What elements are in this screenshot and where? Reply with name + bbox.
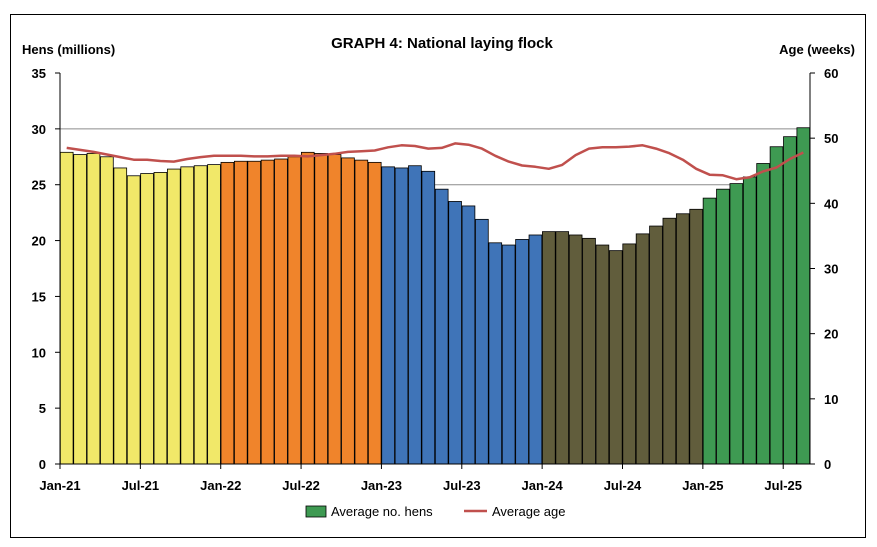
bar-Jan-21 — [59, 151, 74, 465]
bar-Jan-24 — [542, 231, 556, 465]
y2-tick-label-40: 40 — [824, 196, 838, 211]
bar-Jul-22 — [300, 151, 315, 465]
legend-label-hens: Average no. hens — [331, 504, 433, 519]
y-tick-label-0: 0 — [39, 457, 46, 472]
bar-Apr-24 — [582, 237, 596, 465]
y2-tick-label-30: 30 — [824, 262, 838, 277]
y2-tick-label-0: 0 — [824, 457, 831, 472]
bar-Aug-22 — [314, 153, 328, 465]
bar-Jun-22 — [287, 156, 302, 465]
bar-May-23 — [434, 188, 449, 465]
bar-Jul-24 — [622, 243, 636, 465]
bar-Feb-25 — [716, 188, 730, 465]
x-tick-label-Jan-22: Jan-22 — [200, 478, 241, 493]
bar-Nov-23 — [515, 239, 529, 465]
bar-May-22 — [274, 158, 288, 465]
bar-Jan-22 — [220, 161, 235, 465]
y-tick-label-10: 10 — [32, 345, 46, 360]
bar-Jul-23 — [461, 205, 476, 465]
x-tick-label-Jan-21: Jan-21 — [39, 478, 80, 493]
bar-Dec-21 — [207, 164, 221, 465]
bar-Mar-22 — [247, 160, 261, 465]
bar-Apr-21 — [100, 156, 114, 465]
x-tick-label-Jul-25: Jul-25 — [764, 478, 802, 493]
y-tick-label-35: 35 — [32, 66, 46, 81]
bar-Mar-25 — [729, 183, 744, 465]
y-tick-label-20: 20 — [32, 234, 46, 249]
bar-Jan-25 — [702, 197, 717, 465]
bar-Nov-22 — [354, 159, 369, 465]
y2-tick-label-20: 20 — [824, 327, 838, 342]
bar-Jun-23 — [448, 201, 462, 465]
x-tick-label-Jul-22: Jul-22 — [282, 478, 320, 493]
bar-Apr-23 — [421, 170, 436, 465]
x-tick-label-Jul-21: Jul-21 — [122, 478, 160, 493]
x-tick-label-Jan-23: Jan-23 — [361, 478, 402, 493]
y2-tick-label-10: 10 — [824, 392, 838, 407]
bar-Nov-21 — [193, 165, 208, 465]
bar-Mar-23 — [408, 165, 422, 465]
bar-May-24 — [595, 244, 610, 465]
bars-group — [59, 127, 811, 465]
bar-Sep-23 — [488, 242, 503, 465]
x-tick-label-Jul-24: Jul-24 — [604, 478, 642, 493]
chart-title: GRAPH 4: National laying flock — [331, 35, 553, 52]
bar-Jun-24 — [609, 250, 623, 465]
line-group — [66, 142, 804, 181]
y-tick-label-25: 25 — [32, 178, 46, 193]
bar-May-25 — [756, 163, 770, 465]
bar-Jul-21 — [140, 173, 154, 465]
bar-Aug-24 — [635, 233, 650, 465]
average-age-line — [66, 142, 804, 181]
bar-Nov-24 — [675, 213, 690, 465]
bar-Feb-24 — [555, 231, 570, 465]
bar-Oct-23 — [501, 244, 516, 465]
legend: Average no. hens Average age — [305, 504, 566, 519]
bar-Apr-22 — [260, 159, 275, 465]
y2-axis-label: Age (weeks) — [779, 42, 855, 57]
bar-Sep-22 — [327, 154, 342, 465]
legend-swatch-hens — [305, 505, 327, 518]
ticks-group: 0 5 10 15 20 25 30 35 0 10 20 30 40 50 60 Jan-21 Jul-21 J… — [32, 66, 839, 493]
y2-tick-label-50: 50 — [824, 131, 838, 146]
y-tick-label-30: 30 — [32, 122, 46, 137]
y-tick-label-15: 15 — [32, 289, 46, 304]
x-tick-label-Jan-25: Jan-25 — [682, 478, 723, 493]
x-tick-label-Jul-23: Jul-23 — [443, 478, 481, 493]
legend-label-age: Average age — [492, 504, 566, 519]
bar-Apr-25 — [742, 176, 757, 465]
bar-Jul-25 — [783, 136, 797, 465]
bar-Feb-21 — [73, 154, 87, 465]
bar-Aug-23 — [475, 218, 489, 465]
bar-Mar-24 — [568, 234, 583, 465]
bar-Mar-21 — [86, 153, 101, 465]
bar-May-21 — [113, 167, 128, 465]
bar-Sep-21 — [167, 168, 181, 465]
bar-Oct-22 — [341, 157, 355, 465]
y2-tick-label-60: 60 — [824, 66, 838, 81]
bar-Jun-21 — [126, 175, 141, 465]
bar-Dec-23 — [528, 234, 543, 465]
bar-Jan-23 — [381, 166, 395, 465]
y-axis-label: Hens (millions) — [22, 42, 115, 57]
x-tick-label-Jan-24: Jan-24 — [522, 478, 564, 493]
bar-Feb-22 — [234, 160, 248, 465]
bar-Aug-21 — [153, 172, 168, 465]
bar-Feb-23 — [394, 167, 409, 465]
bar-Oct-21 — [180, 166, 195, 465]
y-tick-label-5: 5 — [39, 401, 46, 416]
bar-Aug-25 — [796, 127, 811, 465]
bar-Jun-25 — [769, 146, 784, 465]
bar-Dec-24 — [689, 208, 703, 465]
bar-Sep-24 — [649, 225, 663, 465]
bar-Oct-24 — [662, 217, 677, 465]
bar-Dec-22 — [367, 161, 382, 465]
